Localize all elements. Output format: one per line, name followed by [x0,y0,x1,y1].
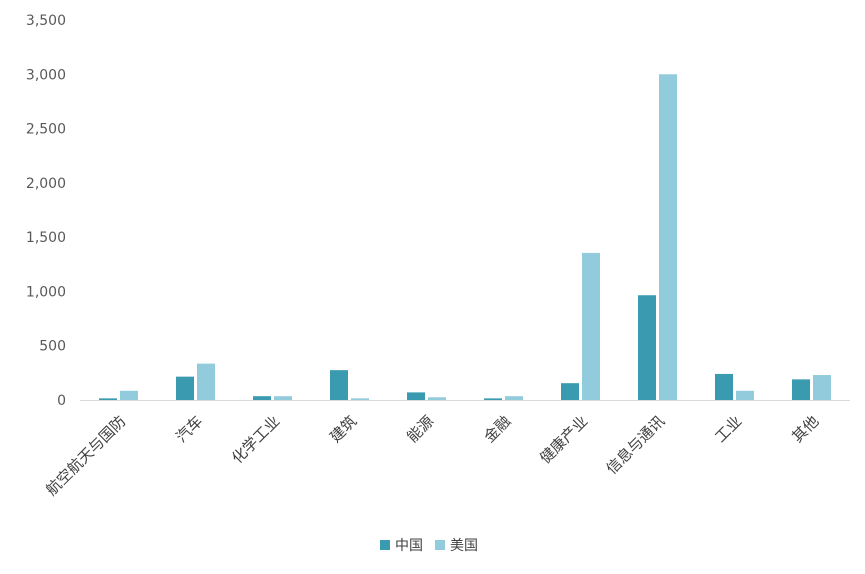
y-tick-label: 2,000 [26,176,66,192]
bar-usa-4 [428,397,446,400]
x-tick-label: 能源 [403,412,437,446]
bar-china-8 [715,373,733,400]
legend-swatch-usa [435,540,445,550]
x-axis-ticks: 航空航天与国防 汽车 化学工业 建筑 能源 金融 健康产业 信息与通讯 工业 其他 [42,412,822,499]
bar-china-1 [176,376,194,400]
bars-group [99,74,831,401]
bar-usa-2 [274,396,292,400]
bar-usa-1 [197,363,215,400]
bar-china-7 [638,295,656,400]
y-tick-label: 1,500 [26,230,66,246]
bar-china-0 [99,398,117,400]
y-axis-ticks: 0 500 1,000 1,500 2,000 2,500 3,000 3,500 [26,13,66,409]
y-tick-label: 3,000 [26,67,66,83]
bar-china-5 [484,398,502,400]
x-tick-label: 工业 [711,412,745,446]
bar-china-3 [330,370,348,400]
legend: 中国 美国 [380,538,478,554]
bar-usa-7 [659,74,677,401]
bar-usa-6 [582,252,600,400]
y-tick-label: 1,000 [26,284,66,300]
y-tick-label: 500 [39,339,66,355]
x-tick-label: 信息与通讯 [603,412,669,478]
x-tick-label: 航空航天与国防 [42,412,129,499]
bar-china-4 [407,392,425,400]
x-tick-label: 金融 [480,412,514,446]
x-tick-label: 化学工业 [228,412,283,467]
bar-usa-8 [736,390,754,400]
x-tick-label: 建筑 [326,412,360,446]
bar-usa-5 [505,396,523,400]
bar-usa-0 [120,390,138,400]
bar-usa-3 [351,398,369,400]
x-tick-label: 汽车 [172,412,206,446]
bar-china-2 [253,396,271,400]
x-tick-label: 健康产业 [536,412,591,467]
legend-label-china: 中国 [395,538,423,554]
y-tick-label: 3,500 [26,13,66,29]
legend-label-usa: 美国 [450,538,478,554]
y-tick-label: 0 [57,393,66,409]
y-tick-label: 2,500 [26,122,66,138]
bar-china-6 [561,383,579,400]
legend-swatch-china [380,540,390,550]
bar-usa-9 [813,375,831,400]
x-tick-label: 其他 [788,412,822,446]
bar-china-9 [792,379,810,400]
